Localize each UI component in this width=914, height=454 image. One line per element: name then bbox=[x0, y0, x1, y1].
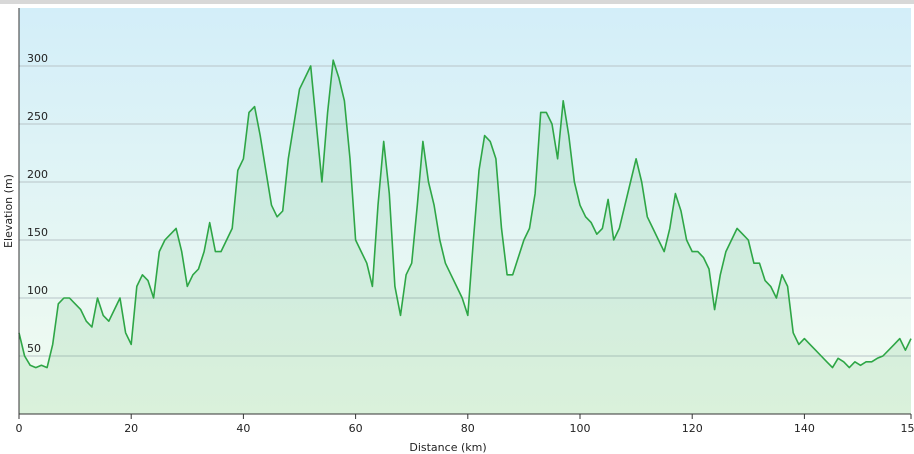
x-tick-label: 60 bbox=[349, 422, 363, 435]
elevation-line bbox=[18, 59, 912, 369]
area-fill bbox=[19, 60, 911, 414]
x-tick-label: 159 bbox=[901, 422, 914, 435]
y-tick-label: 200 bbox=[27, 168, 48, 181]
grid bbox=[19, 65, 911, 357]
x-tick-label: 140 bbox=[794, 422, 815, 435]
y-tick-label: 100 bbox=[27, 284, 48, 297]
marks bbox=[18, 59, 912, 414]
y-tick-label: 300 bbox=[27, 52, 48, 65]
x-tick-label: 0 bbox=[16, 422, 23, 435]
x-axis-label: Distance (km) bbox=[409, 441, 486, 454]
x-tick-label: 20 bbox=[124, 422, 138, 435]
y-tick-label: 250 bbox=[27, 110, 48, 123]
x-tick-label: 80 bbox=[461, 422, 475, 435]
x-tick-label: 40 bbox=[236, 422, 250, 435]
y-tick-label: 50 bbox=[27, 342, 41, 355]
x-tick-label: 100 bbox=[570, 422, 591, 435]
y-axis-label: Elevation (m) bbox=[2, 174, 15, 248]
x-tick-label: 120 bbox=[682, 422, 703, 435]
top-border bbox=[0, 0, 914, 4]
y-tick-label: 150 bbox=[27, 226, 48, 239]
plot-background bbox=[19, 8, 911, 414]
